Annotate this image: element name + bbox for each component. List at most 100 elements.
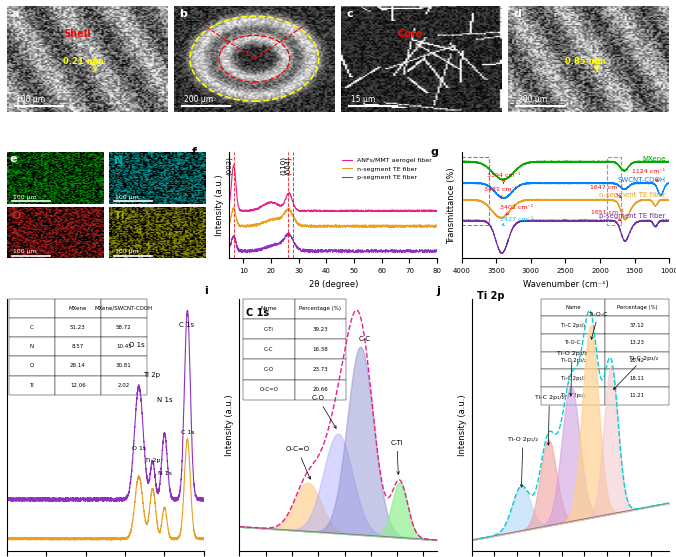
Text: Ti-O-C: Ti-O-C (589, 311, 608, 339)
Text: N 1s: N 1s (157, 397, 172, 403)
ANFs/MMT aerogel fiber (388, 207, 396, 213)
p-segment TE fiber (247, 246, 255, 253)
ANFs/MMT aerogel fiber (317, 208, 325, 214)
MXene (57, 536, 65, 543)
Text: 1647 cm⁻¹: 1647 cm⁻¹ (590, 184, 623, 198)
Text: 3431 cm⁻¹: 3431 cm⁻¹ (485, 187, 518, 198)
Text: Ti: Ti (114, 211, 125, 221)
Text: C-O: C-O (312, 395, 336, 428)
Text: C-Ti: C-Ti (391, 439, 403, 475)
MXene (3, 535, 11, 541)
Text: 0.85 mm: 0.85 mm (564, 57, 606, 66)
p-segment TE fiber (391, 249, 400, 256)
Y-axis label: Intensity (a.u.): Intensity (a.u.) (215, 174, 224, 236)
Text: 100 μm: 100 μm (114, 249, 139, 254)
Text: d: d (513, 9, 521, 19)
Text: Ti 2p: Ti 2p (145, 458, 160, 463)
Text: 100 μm: 100 μm (13, 194, 37, 199)
Text: Shell: Shell (63, 30, 91, 40)
MXene/SWCNT-COOH (99, 496, 107, 502)
MXene (99, 536, 107, 543)
Line: MXene/SWCNT-COOH: MXene/SWCNT-COOH (7, 310, 204, 501)
Text: e: e (9, 154, 17, 164)
Text: p-segment TE fiber: p-segment TE fiber (600, 213, 666, 219)
n-segment TE fiber (433, 223, 441, 229)
n-segment TE fiber (399, 224, 407, 231)
Text: Ti-O 2p₁/₂: Ti-O 2p₁/₂ (508, 437, 538, 487)
Text: O: O (11, 211, 21, 221)
Text: 200 μm: 200 μm (184, 95, 213, 104)
Text: Ti-C 2p₁/₂: Ti-C 2p₁/₂ (535, 395, 564, 445)
Text: Ti 2p: Ti 2p (477, 291, 504, 301)
MXene (194, 535, 202, 541)
p-segment TE fiber (433, 248, 441, 255)
MXene (158, 515, 166, 522)
Text: 15 μm: 15 μm (351, 95, 375, 104)
Text: 1124 cm⁻¹: 1124 cm⁻¹ (632, 169, 665, 181)
Text: j: j (437, 286, 441, 296)
Text: 100 μm: 100 μm (16, 95, 45, 104)
X-axis label: 2θ (degree): 2θ (degree) (308, 280, 358, 289)
Text: g: g (431, 147, 438, 157)
n-segment TE fiber (230, 204, 238, 211)
Text: i: i (204, 286, 208, 296)
n-segment TE fiber (310, 222, 318, 228)
Text: 3394 cm⁻¹: 3394 cm⁻¹ (487, 173, 521, 183)
Y-axis label: Intensity (a.u.): Intensity (a.u.) (225, 394, 234, 456)
Text: SWCNT-COOH: SWCNT-COOH (618, 177, 666, 183)
Text: 100 μm: 100 μm (114, 194, 139, 199)
Y-axis label: Intensity (a.u.): Intensity (a.u.) (0, 394, 1, 456)
ANFs/MMT aerogel fiber (433, 208, 441, 214)
MXene/SWCNT-COOH (200, 497, 208, 504)
Text: f: f (192, 147, 197, 157)
ANFs/MMT aerogel fiber (391, 207, 400, 214)
Line: n-segment TE fiber: n-segment TE fiber (229, 207, 437, 227)
Legend: ANFs/MMT aerogel fiber, n-segment TE fiber, p-segment TE fiber: ANFs/MMT aerogel fiber, n-segment TE fib… (340, 155, 434, 183)
p-segment TE fiber (310, 249, 318, 256)
Text: c: c (346, 9, 353, 19)
MXene/SWCNT-COOH (194, 495, 202, 501)
Text: a: a (11, 9, 19, 19)
Text: N 1s: N 1s (158, 471, 172, 476)
Text: Core: Core (397, 30, 423, 40)
Text: C 1s: C 1s (180, 430, 194, 435)
n-segment TE fiber (225, 220, 233, 227)
Text: C 1s: C 1s (246, 309, 269, 319)
Text: Ti 2p: Ti 2p (143, 372, 160, 378)
ANFs/MMT aerogel fiber (377, 208, 385, 215)
Text: Ti-C 2p₃/₂: Ti-C 2p₃/₂ (613, 356, 658, 389)
Text: 1651 cm⁻¹: 1651 cm⁻¹ (591, 209, 623, 221)
MXene/SWCNT-COOH (194, 494, 202, 501)
MXene/SWCNT-COOH (62, 498, 70, 505)
MXene (93, 536, 101, 543)
n-segment TE fiber (317, 224, 325, 231)
Text: b: b (179, 9, 187, 19)
n-segment TE fiber (387, 223, 395, 229)
p-segment TE fiber (338, 249, 346, 256)
Text: n-segment TE fiber: n-segment TE fiber (599, 192, 666, 198)
Text: O-C=O: O-C=O (285, 446, 310, 479)
n-segment TE fiber (368, 222, 377, 228)
MXene (200, 534, 208, 541)
p-segment TE fiber (285, 229, 293, 236)
MXene (13, 535, 21, 542)
n-segment TE fiber (247, 222, 255, 229)
Text: 0.21 mm: 0.21 mm (63, 57, 104, 66)
Text: N: N (114, 157, 123, 166)
Y-axis label: Transmittance (%): Transmittance (%) (447, 167, 456, 243)
Text: O 1s: O 1s (132, 446, 146, 451)
Line: MXene: MXene (7, 439, 204, 540)
Text: Ti-O 2p₃/₂: Ti-O 2p₃/₂ (557, 351, 587, 396)
MXene/SWCNT-COOH (13, 494, 21, 501)
Y-axis label: Intensity (a.u.): Intensity (a.u.) (458, 394, 466, 456)
Text: (002): (002) (226, 157, 233, 175)
Text: MXene: MXene (642, 156, 666, 162)
X-axis label: Wavenumber (cm⁻¹): Wavenumber (cm⁻¹) (523, 280, 608, 289)
Text: 200 μm: 200 μm (518, 95, 547, 104)
MXene (194, 535, 202, 542)
ANFs/MMT aerogel fiber (310, 207, 318, 214)
Text: C-C: C-C (358, 336, 370, 341)
p-segment TE fiber (225, 243, 233, 250)
ANFs/MMT aerogel fiber (247, 207, 255, 213)
Text: (004): (004) (285, 157, 292, 175)
